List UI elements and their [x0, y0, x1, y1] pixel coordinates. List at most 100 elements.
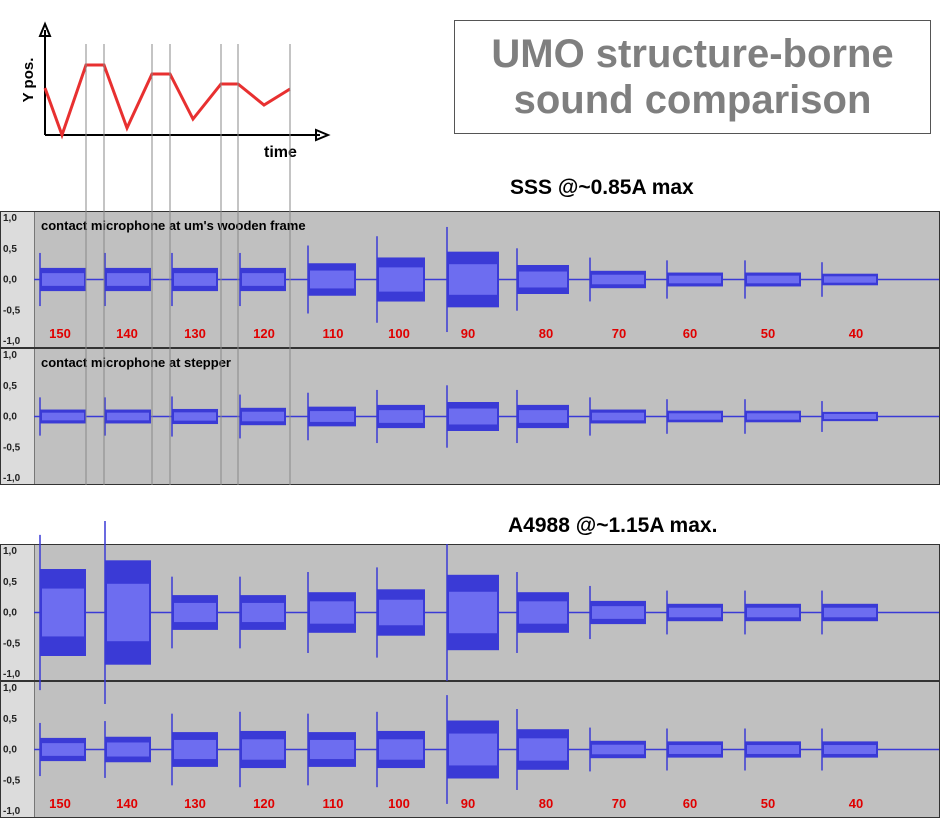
waveform-rms: [379, 267, 423, 292]
speed-label: 50: [761, 326, 775, 341]
speed-label: 80: [539, 796, 553, 811]
speed-label: 130: [184, 326, 206, 341]
waveform-rms: [669, 413, 721, 420]
speed-label: 120: [253, 326, 275, 341]
waveform-rms: [310, 739, 354, 760]
speed-label: 150: [49, 326, 71, 341]
waveform-rms: [592, 744, 644, 755]
waveform-rms: [42, 412, 84, 421]
amplitude-tick-label: -1,0: [3, 806, 21, 817]
waveform-rms: [519, 601, 567, 624]
amplitude-tick-label: 1,0: [3, 213, 17, 224]
speed-label: 100: [388, 796, 410, 811]
waveform-rms: [242, 273, 284, 286]
track-marks-2: 1,0 0,5 0,0 -0,5 -1,0: [3, 520, 939, 705]
waveform-rms: [747, 275, 799, 284]
speed-label: 40: [849, 326, 863, 341]
waveform-rms: [379, 739, 423, 760]
speed-label: 110: [323, 796, 344, 811]
waveform-rms: [174, 412, 216, 421]
waveform-rms: [310, 411, 354, 422]
speed-label: 50: [761, 796, 775, 811]
inset-plot: Y pos. time: [20, 21, 331, 161]
waveform-rms: [449, 733, 497, 766]
title-line-1: UMO structure-borne: [491, 32, 894, 76]
speed-label: 150: [49, 796, 71, 811]
waveform-rms: [592, 412, 644, 421]
amplitude-tick-label: 0,0: [3, 412, 17, 423]
waveform-rms: [107, 273, 149, 286]
waveform-rms: [42, 588, 84, 637]
waveform-rms: [107, 742, 149, 757]
waveform-rms: [747, 607, 799, 618]
title-line-2: sound comparison: [513, 78, 872, 122]
title-box: UMO structure-borne sound comparison: [454, 20, 931, 134]
waveform-rms: [310, 270, 354, 289]
track-marks-0: 1,0 0,5 0,0 -0,5 -1,0 150 140 130 120 110 100 90 80 7…: [3, 213, 939, 347]
speed-label: 110: [323, 326, 344, 341]
waveform-rms: [747, 413, 799, 420]
waveform-rms: [824, 413, 876, 420]
waveform-rms: [107, 583, 149, 642]
amplitude-tick-label: -1,0: [3, 473, 21, 484]
speed-label: 120: [253, 796, 275, 811]
speed-label: 60: [683, 326, 697, 341]
amplitude-tick-label: 0,5: [3, 244, 17, 255]
speed-label: 80: [539, 326, 553, 341]
track-label: contact microphone at um's wooden frame: [41, 218, 306, 233]
amplitude-tick-label: -1,0: [3, 336, 21, 347]
waveform-rms: [519, 738, 567, 761]
track-marks-1: 1,0 0,5 0,0 -0,5 -1,0: [3, 350, 939, 484]
amplitude-tick-label: 0,0: [3, 275, 17, 286]
section-title-sss: SSS @~0.85A max: [510, 176, 694, 199]
waveform-rms: [824, 745, 876, 754]
waveform-rms: [242, 739, 284, 760]
amplitude-tick-label: -0,5: [3, 775, 21, 786]
waveform-rms: [824, 607, 876, 618]
amplitude-tick-label: 0,5: [3, 577, 17, 588]
track-marks-3: 1,0 0,5 0,0 -0,5 -1,0 150 140 130 120 110 100 90 80 7…: [3, 683, 939, 817]
section-title-a4988: A4988 @~1.15A max.: [508, 514, 718, 537]
waveform-rms: [310, 601, 354, 624]
waveform-rms: [747, 745, 799, 754]
waveform-rms: [669, 607, 721, 618]
speed-label: 130: [184, 796, 206, 811]
waveform-rms: [449, 264, 497, 295]
amplitude-scale: [1, 349, 35, 484]
waveform-rms: [42, 273, 84, 286]
waveform-rms: [669, 745, 721, 754]
amplitude-tick-label: 0,5: [3, 381, 17, 392]
amplitude-tick-label: 0,5: [3, 714, 17, 725]
waveform-rms: [174, 273, 216, 286]
waveform-rms: [592, 606, 644, 619]
waveform-rms: [669, 275, 721, 284]
waveform-rms: [379, 410, 423, 423]
inset-ylabel: Y pos.: [20, 58, 37, 103]
speed-label: 40: [849, 796, 863, 811]
waveform-rms: [174, 602, 216, 623]
waveform-rms: [242, 602, 284, 623]
inset-xlabel: time: [264, 144, 297, 161]
inset-x-arrow: [315, 128, 331, 142]
amplitude-tick-label: 0,0: [3, 745, 17, 756]
amplitude-tick-label: 1,0: [3, 683, 17, 694]
waveform-rms: [592, 274, 644, 285]
waveform-rms: [174, 739, 216, 760]
waveform-rms: [519, 271, 567, 288]
waveform-rms: [449, 408, 497, 425]
track-label: contact microphone at stepper: [41, 355, 231, 370]
inset-position-line: [43, 63, 291, 140]
amplitude-tick-label: 1,0: [3, 350, 17, 361]
speed-label: 100: [388, 326, 410, 341]
inset-y-arrow: [38, 21, 52, 37]
waveform-rms: [107, 412, 149, 421]
amplitude-tick-label: -0,5: [3, 442, 21, 453]
waveform-rms: [379, 599, 423, 626]
waveform-rms: [519, 410, 567, 423]
amplitude-tick-label: -0,5: [3, 305, 21, 316]
amplitude-tick-label: -1,0: [3, 669, 21, 680]
waveform-rms: [242, 411, 284, 422]
speed-label: 90: [461, 326, 475, 341]
speed-label: 90: [461, 796, 475, 811]
